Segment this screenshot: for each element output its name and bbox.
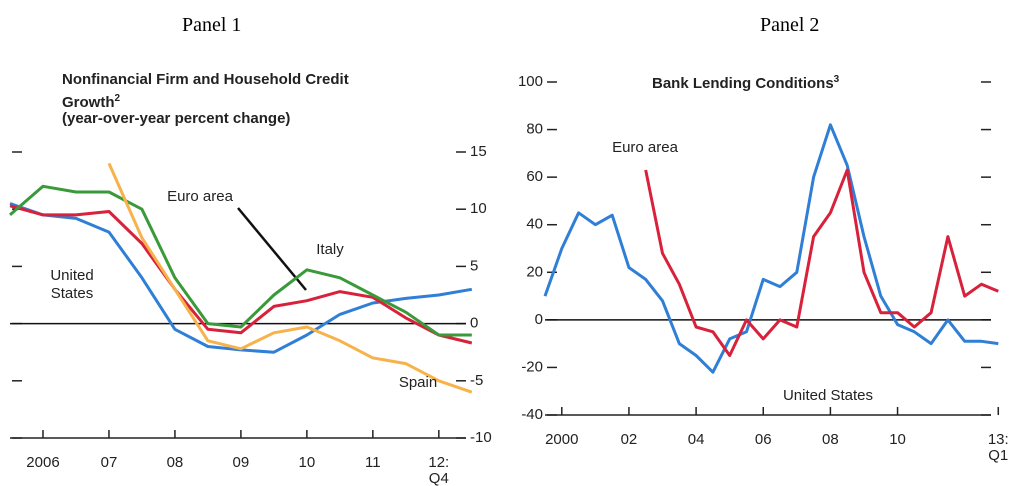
x-tick-label: 13: Q1 bbox=[988, 431, 1009, 464]
x-tick-label: 12: Q4 bbox=[428, 454, 449, 486]
chart-title: Nonfinancial Firm and Household Credit G… bbox=[62, 71, 349, 111]
y-tick-label: 0 bbox=[470, 315, 478, 332]
panel-label: Panel 2 bbox=[760, 14, 820, 36]
y-tick-label: -10 bbox=[470, 429, 492, 446]
y-tick-label: 0 bbox=[535, 311, 543, 328]
x-tick-label: 08 bbox=[167, 454, 184, 471]
title-superscript: 3 bbox=[833, 74, 840, 85]
series-line bbox=[543, 123, 999, 374]
y-tick-label: 100 bbox=[518, 73, 543, 90]
x-tick-label: 11 bbox=[365, 454, 381, 471]
y-tick-label: 15 bbox=[470, 143, 487, 160]
title-superscript: 2 bbox=[114, 93, 121, 104]
x-tick-label: 04 bbox=[688, 431, 705, 448]
series-line bbox=[9, 184, 472, 337]
series-label: Italy bbox=[316, 241, 344, 258]
y-tick-label: 60 bbox=[526, 168, 543, 185]
x-tick-label: 06 bbox=[755, 431, 772, 448]
panel-label: Panel 1 bbox=[182, 14, 242, 36]
series-label: Euro area bbox=[612, 139, 679, 156]
x-tick-label: 08 bbox=[822, 431, 839, 448]
x-tick-label: 09 bbox=[233, 454, 250, 471]
series-line bbox=[644, 168, 999, 357]
x-tick-label: 2000 bbox=[545, 431, 578, 448]
y-tick-label: 40 bbox=[526, 216, 543, 233]
x-tick-label: 07 bbox=[101, 454, 118, 471]
annotation-arrow bbox=[237, 207, 307, 291]
y-tick-label: 20 bbox=[526, 263, 543, 280]
series-label: United States bbox=[783, 387, 873, 404]
chart-subtitle: (year-over-year percent change) bbox=[62, 110, 291, 127]
x-tick-label: 02 bbox=[621, 431, 638, 448]
series-line bbox=[9, 204, 473, 345]
y-tick-label: -5 bbox=[470, 372, 483, 389]
chart-title: Bank Lending Conditions bbox=[652, 75, 834, 92]
y-tick-label: -20 bbox=[521, 358, 543, 375]
y-tick-label: 5 bbox=[470, 257, 478, 274]
series-label: Euro area bbox=[167, 188, 234, 205]
x-tick-label: 10 bbox=[299, 454, 316, 471]
chart-title-block: Nonfinancial Firm and Household Credit G… bbox=[62, 70, 362, 112]
y-tick-label: 80 bbox=[526, 121, 543, 138]
series-line bbox=[107, 162, 473, 394]
y-tick-label: -40 bbox=[521, 406, 543, 423]
series-label: Spain bbox=[399, 374, 437, 391]
x-tick-label: 10 bbox=[889, 431, 906, 448]
chart-title-block: Bank Lending Conditions3 bbox=[652, 70, 952, 93]
series-label: United States bbox=[50, 267, 93, 302]
x-tick-label: 2006 bbox=[26, 454, 59, 471]
y-tick-label: 10 bbox=[470, 200, 487, 217]
